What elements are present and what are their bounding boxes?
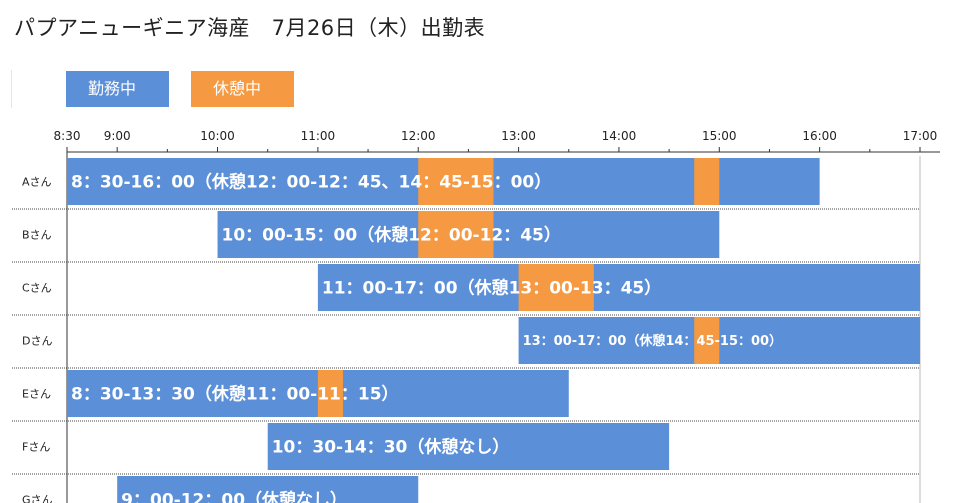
time-tick-label: 17:00 <box>903 129 938 143</box>
work-bar <box>117 476 419 503</box>
legend-break: 休憩中 <box>191 71 294 107</box>
bar-label: 10：30-14：30（休憩なし） <box>272 437 510 458</box>
row-label: Eさん <box>22 388 51 401</box>
break-bar <box>418 211 494 258</box>
row-label: Aさん <box>22 176 52 189</box>
bar-label: 10：00-15：00（休憩12：00-12：45） <box>222 225 561 246</box>
bar-label-segment: 9：00-12：00（休憩なし） <box>121 490 347 503</box>
bar-label: 9：00-12：00（休憩なし） <box>121 490 347 503</box>
break-bar <box>694 317 720 364</box>
row-label: Dさん <box>22 335 52 348</box>
legend-break-label: 休憩中 <box>213 79 262 98</box>
break-bar <box>518 264 594 311</box>
work-bar <box>317 264 921 311</box>
time-tick-label: 8:30 <box>54 129 81 143</box>
page-title: パプアニューギニア海産 7月26日（木）出勤表 <box>14 16 486 40</box>
bar-label-segment: 14：45-15：00） <box>399 172 552 193</box>
bar-label-segment: 11：00-17：00（休憩 <box>322 278 509 299</box>
bar-label-segment: 12：00-12：45） <box>408 225 561 246</box>
row-label: Cさん <box>22 282 52 295</box>
time-tick-label: 16:00 <box>802 129 837 143</box>
bar-label: 8：30-13：30（休憩11：00-11：15） <box>71 384 399 405</box>
time-tick-label: 14:00 <box>602 129 637 143</box>
bar-label-segment: 10：30-14：30（休憩なし） <box>272 437 510 458</box>
time-tick-label: 15:00 <box>702 129 737 143</box>
bar-label: 8：30-16：00（休憩12：00-12：45、14：45-15：00） <box>71 172 551 193</box>
bar-label-segment: 13：00-17：00（休憩14：45-15：00） <box>523 333 783 349</box>
legend-work: 勤務中 <box>66 71 169 107</box>
row-label: Gさん <box>22 494 53 503</box>
legend-edge-line <box>11 70 12 108</box>
bar-label-segment: 13：00-13：45） <box>509 278 662 299</box>
time-tick-label: 12:00 <box>401 129 436 143</box>
work-bar <box>267 423 670 470</box>
legend-work-label: 勤務中 <box>88 79 137 98</box>
bar-label: 13：00-17：00（休憩14：45-15：00） <box>523 333 783 349</box>
bar-label-segment: 8：30-13：30（休憩11：00-11：15） <box>71 384 399 405</box>
bar-label-segment: 10：00-15：00（休憩 <box>222 225 409 246</box>
bar-label-segment: 8：30-16：00（休憩12：00-12：45、 <box>71 172 399 193</box>
row-label: Fさん <box>22 441 50 454</box>
break-bar <box>418 158 494 205</box>
break-bar <box>694 158 720 205</box>
row-label: Bさん <box>22 229 52 242</box>
time-tick-label: 10:00 <box>200 129 235 143</box>
time-tick-label: 9:00 <box>104 129 131 143</box>
bar-label: 11：00-17：00（休憩13：00-13：45） <box>322 278 661 299</box>
time-tick-label: 13:00 <box>501 129 536 143</box>
break-bar <box>317 370 343 417</box>
time-tick-label: 11:00 <box>301 129 336 143</box>
